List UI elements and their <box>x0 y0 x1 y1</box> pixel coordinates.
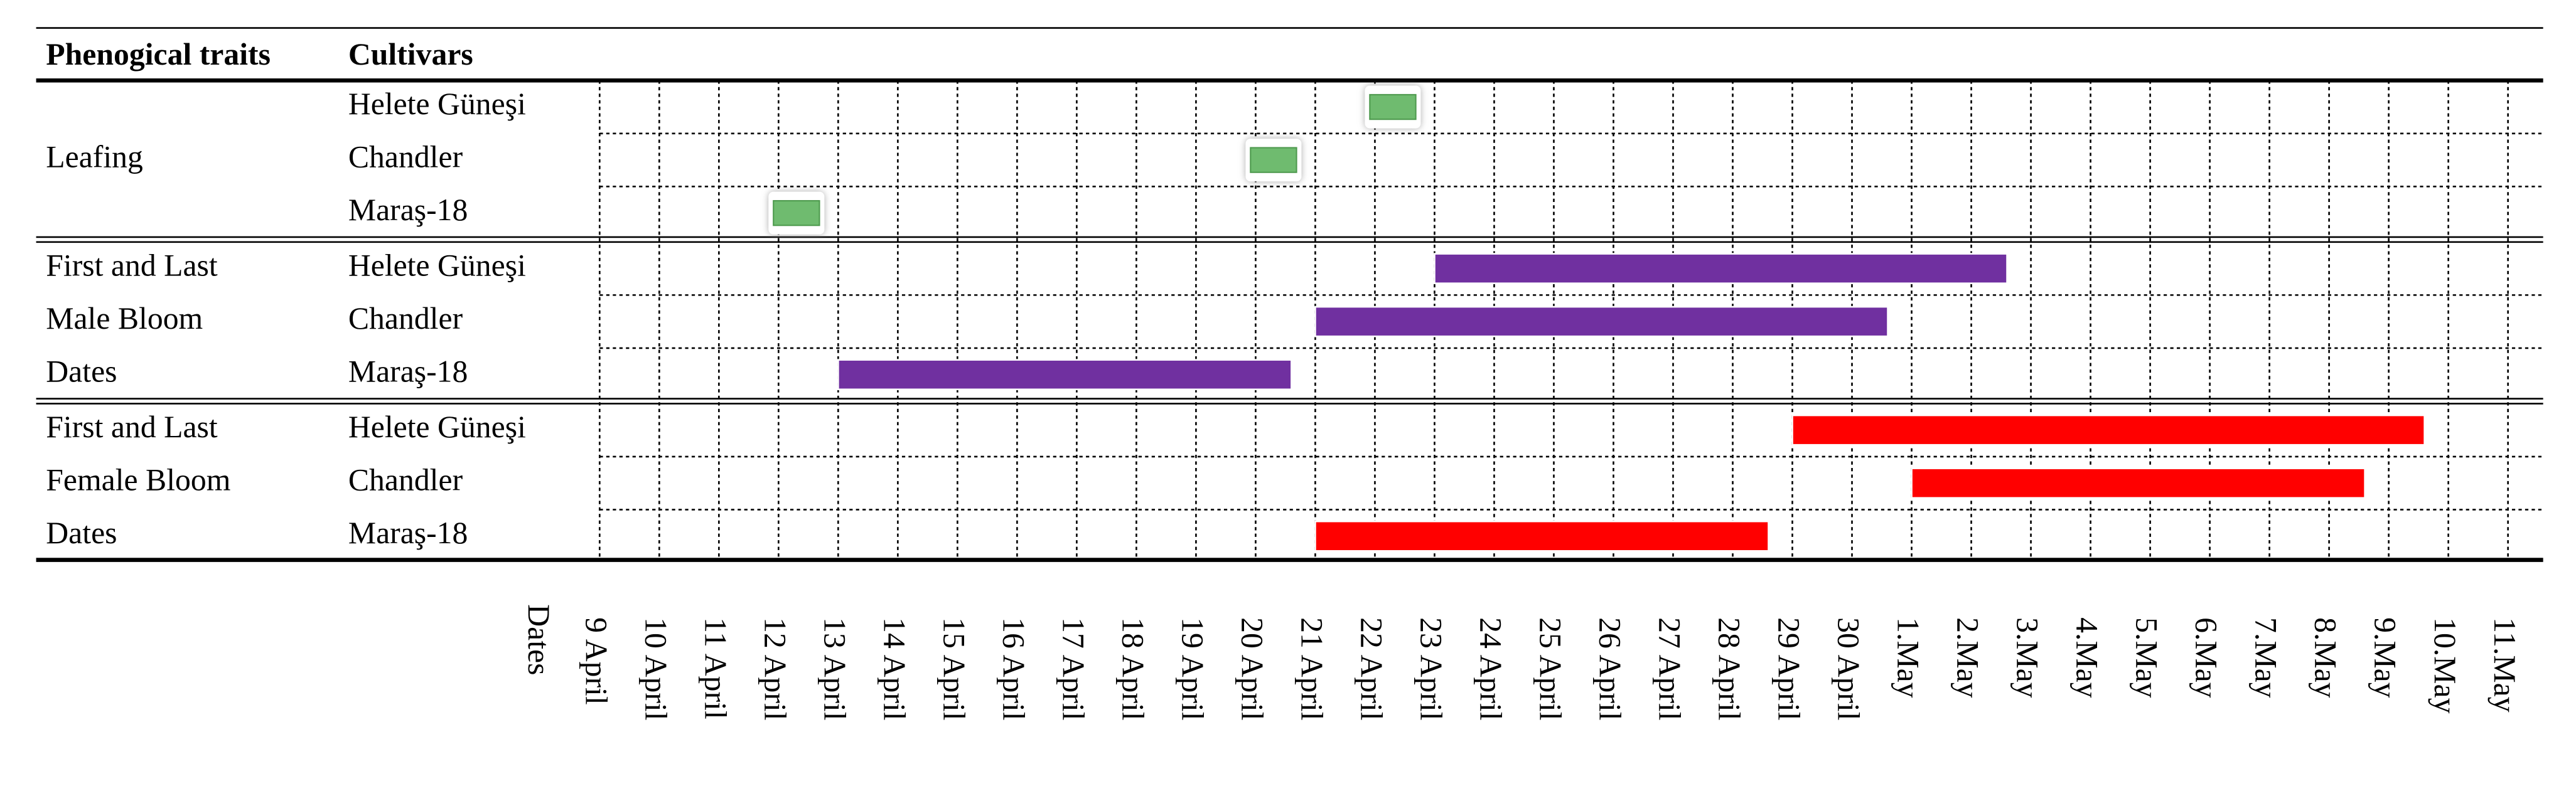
group-label: First and Last <box>46 248 218 283</box>
x-tick-label: 11 April <box>698 617 733 720</box>
marker <box>1369 93 1417 120</box>
x-tick-label: 15 April <box>937 617 972 720</box>
x-tick-label: 24 April <box>1474 617 1508 720</box>
x-tick-label: 22 April <box>1355 617 1389 720</box>
x-tick-label: 20 April <box>1235 617 1270 720</box>
x-tick-label: 9.May <box>2368 617 2403 698</box>
x-tick-label: 26 April <box>1593 617 1628 720</box>
x-tick-label: 5.May <box>2130 617 2164 698</box>
x-tick-label: 8.May <box>2309 617 2343 698</box>
x-tick-label: 10.May <box>2428 617 2462 713</box>
x-tick-label: 13 April <box>817 617 852 720</box>
group-label: Dates <box>46 516 117 550</box>
group-label: First and Last <box>46 410 218 444</box>
x-tick-label: 30 April <box>1832 617 1866 720</box>
x-tick-label: 28 April <box>1712 617 1747 720</box>
x-tick-label: 16 April <box>997 617 1031 720</box>
x-tick-label: 6.May <box>2189 617 2224 698</box>
row-label: Maraş-18 <box>348 354 468 389</box>
x-tick-label: 21 April <box>1295 617 1329 720</box>
x-tick-label: 10 April <box>638 617 673 720</box>
x-tick-label: 1.May <box>1891 617 1926 698</box>
x-tick-label: 11.May <box>2487 617 2522 713</box>
x-tick-label: 19 April <box>1176 617 1210 720</box>
bar <box>1911 467 2366 499</box>
row-label: Maraş-18 <box>348 193 468 227</box>
row-label: Maraş-18 <box>348 516 468 550</box>
x-tick-label: 4.May <box>2070 617 2105 698</box>
x-tick-label: 25 April <box>1533 617 1568 720</box>
row-label: Chandler <box>348 463 463 497</box>
x-tick-label: 2.May <box>1951 617 1985 698</box>
x-tick-label: 17 April <box>1056 617 1091 720</box>
row-label: Chandler <box>348 301 463 336</box>
group-label: Dates <box>46 354 117 389</box>
marker <box>773 199 820 226</box>
x-tick-label: 23 April <box>1414 617 1449 720</box>
bar <box>1791 414 2425 446</box>
x-tick-label: 27 April <box>1653 617 1687 720</box>
row-label: Helete Güneşi <box>348 87 526 121</box>
group-label: Male Bloom <box>46 301 203 336</box>
group-label: Leafing <box>46 140 143 174</box>
bar <box>1434 253 2008 284</box>
header: Phenogical traits <box>46 37 271 72</box>
bar <box>1314 305 1889 337</box>
x-tick-label: 18 April <box>1116 617 1151 720</box>
x-tick-label: 12 April <box>758 617 792 720</box>
row-label: Chandler <box>348 140 463 174</box>
x-tick-label: 29 April <box>1772 617 1806 720</box>
marker <box>1250 147 1297 173</box>
row-label: Helete Güneşi <box>348 248 526 283</box>
group-label: Female Bloom <box>46 463 230 497</box>
bar <box>837 359 1292 391</box>
x-axis-label: Dates <box>522 604 556 675</box>
x-tick-label: 9 April <box>579 617 613 704</box>
row-label: Helete Güneşi <box>348 410 526 444</box>
x-tick-label: 7.May <box>2249 617 2284 698</box>
bar <box>1314 520 1769 552</box>
x-tick-label: 3.May <box>2010 617 2045 698</box>
x-tick-label: 14 April <box>877 617 912 720</box>
header: Cultivars <box>348 37 473 72</box>
